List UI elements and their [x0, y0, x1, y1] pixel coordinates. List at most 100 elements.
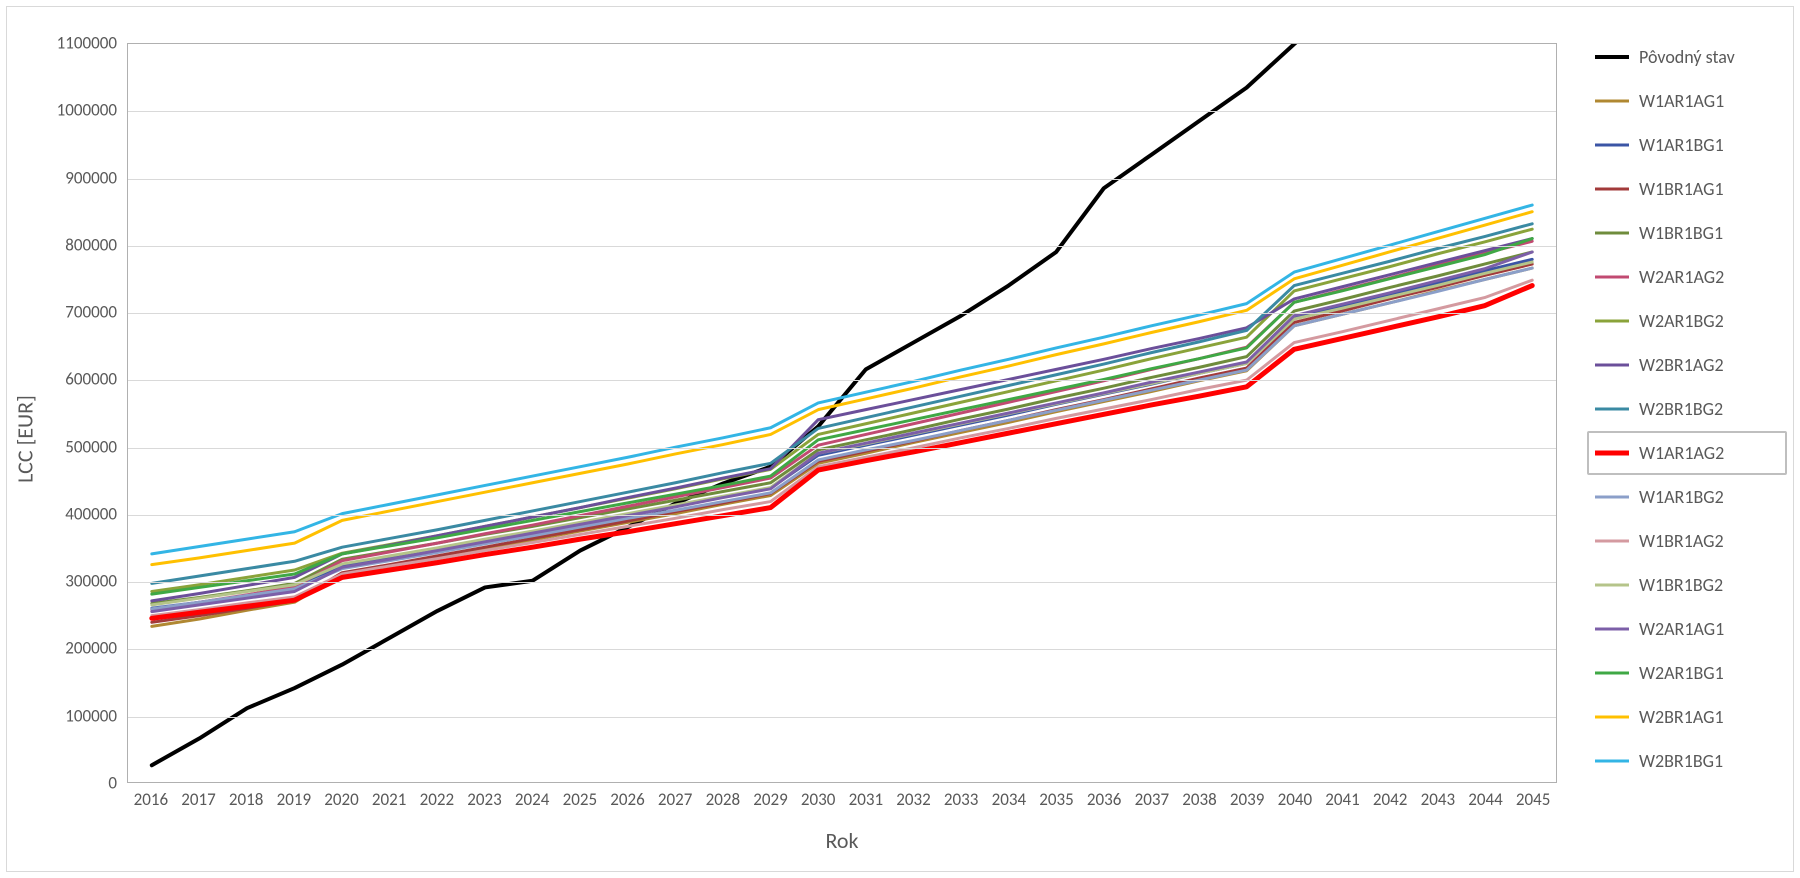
legend-item-W1BR1BG2[interactable]: W1BR1BG2 — [1587, 563, 1787, 607]
legend-item-W1BR1AG2[interactable]: W1BR1AG2 — [1587, 519, 1787, 563]
legend-label: W1BR1AG2 — [1639, 530, 1724, 552]
legend-item-W2BR1BG2[interactable]: W2BR1BG2 — [1587, 387, 1787, 431]
legend-item-povodny_stav[interactable]: Pôvodný stav — [1587, 35, 1787, 79]
x-tick-label: 2035 — [1039, 789, 1073, 810]
x-tick-label: 2017 — [181, 789, 215, 810]
legend-label: W2AR1BG2 — [1639, 310, 1724, 332]
x-tick-label: 2036 — [1087, 789, 1121, 810]
chart-lines — [128, 44, 1556, 782]
legend-swatch — [1595, 579, 1629, 591]
legend-item-W1AR1BG1[interactable]: W1AR1BG1 — [1587, 123, 1787, 167]
gridline — [128, 313, 1556, 314]
legend-item-W1AR1AG2[interactable]: W1AR1AG2 — [1587, 431, 1787, 475]
x-tick-label: 2034 — [992, 789, 1026, 810]
y-tick-label: 100000 — [17, 705, 117, 726]
gridline — [128, 649, 1556, 650]
y-tick-label: 1100000 — [17, 33, 117, 54]
legend-swatch — [1595, 95, 1629, 107]
legend-label: W2AR1AG1 — [1639, 618, 1724, 640]
x-tick-label: 2029 — [753, 789, 787, 810]
gridline — [128, 582, 1556, 583]
legend-swatch — [1595, 359, 1629, 371]
legend-item-W1AR1BG2[interactable]: W1AR1BG2 — [1587, 475, 1787, 519]
y-tick-label: 0 — [17, 773, 117, 794]
x-tick-label: 2028 — [706, 789, 740, 810]
y-tick-label: 900000 — [17, 167, 117, 188]
y-tick-label: 200000 — [17, 638, 117, 659]
legend-label: W1AR1AG1 — [1639, 90, 1724, 112]
legend-item-W2BR1BG1[interactable]: W2BR1BG1 — [1587, 739, 1787, 783]
legend-swatch — [1595, 667, 1629, 679]
x-tick-label: 2031 — [849, 789, 883, 810]
gridline — [128, 179, 1556, 180]
gridline — [128, 448, 1556, 449]
legend-swatch — [1595, 271, 1629, 283]
x-tick-label: 2018 — [229, 789, 263, 810]
legend-item-W2BR1AG2[interactable]: W2BR1AG2 — [1587, 343, 1787, 387]
x-tick-label: 2026 — [610, 789, 644, 810]
gridline — [128, 380, 1556, 381]
legend-swatch — [1595, 535, 1629, 547]
legend-swatch — [1595, 623, 1629, 635]
x-tick-label: 2020 — [324, 789, 358, 810]
legend-item-W2AR1AG1[interactable]: W2AR1AG1 — [1587, 607, 1787, 651]
y-tick-label: 300000 — [17, 571, 117, 592]
x-tick-label: 2044 — [1468, 789, 1502, 810]
y-tick-label: 700000 — [17, 302, 117, 323]
legend-label: W2BR1AG2 — [1639, 354, 1724, 376]
legend-swatch — [1595, 711, 1629, 723]
legend-item-W1BR1BG1[interactable]: W1BR1BG1 — [1587, 211, 1787, 255]
legend-label: W1BR1AG1 — [1639, 178, 1724, 200]
x-tick-label: 2043 — [1421, 789, 1455, 810]
series-line-W2AR1AG2 — [152, 241, 1532, 609]
chart-frame: LCC [EUR] Rok Pôvodný stavW1AR1AG1W1AR1B… — [6, 6, 1794, 872]
y-tick-label: 600000 — [17, 369, 117, 390]
plot-area — [127, 43, 1557, 783]
legend-swatch — [1595, 403, 1629, 415]
x-tick-label: 2032 — [896, 789, 930, 810]
gridline — [128, 717, 1556, 718]
x-tick-label: 2040 — [1278, 789, 1312, 810]
x-tick-label: 2041 — [1325, 789, 1359, 810]
legend-swatch — [1595, 183, 1629, 195]
legend-label: W1AR1AG2 — [1639, 442, 1724, 464]
legend-swatch — [1595, 227, 1629, 239]
legend-label: W2BR1AG1 — [1639, 706, 1724, 728]
x-tick-label: 2037 — [1135, 789, 1169, 810]
legend-item-W1BR1AG1[interactable]: W1BR1AG1 — [1587, 167, 1787, 211]
x-tick-label: 2045 — [1516, 789, 1550, 810]
legend-item-W2AR1AG2[interactable]: W2AR1AG2 — [1587, 255, 1787, 299]
legend-swatch — [1595, 755, 1629, 767]
x-tick-label: 2025 — [563, 789, 597, 810]
x-tick-label: 2030 — [801, 789, 835, 810]
legend: Pôvodný stav W1AR1AG1 W1AR1BG1 W1BR1AG1 W1BR… — [1587, 35, 1787, 783]
gridline — [128, 111, 1556, 112]
x-tick-label: 2021 — [372, 789, 406, 810]
legend-item-W2BR1AG1[interactable]: W2BR1AG1 — [1587, 695, 1787, 739]
legend-label: W2AR1AG2 — [1639, 266, 1724, 288]
x-tick-label: 2022 — [420, 789, 454, 810]
legend-item-W1AR1AG1[interactable]: W1AR1AG1 — [1587, 79, 1787, 123]
x-tick-label: 2039 — [1230, 789, 1264, 810]
legend-label: W2AR1BG1 — [1639, 662, 1724, 684]
legend-swatch — [1595, 447, 1629, 459]
legend-swatch — [1595, 51, 1629, 63]
series-line-W2AR1BG2 — [152, 229, 1532, 591]
y-tick-label: 800000 — [17, 234, 117, 255]
gridline — [128, 515, 1556, 516]
legend-label: W1BR1BG1 — [1639, 222, 1723, 244]
legend-item-W2AR1BG1[interactable]: W2AR1BG1 — [1587, 651, 1787, 695]
x-tick-label: 2016 — [134, 789, 168, 810]
y-tick-label: 400000 — [17, 503, 117, 524]
x-tick-label: 2027 — [658, 789, 692, 810]
legend-item-W2AR1BG2[interactable]: W2AR1BG2 — [1587, 299, 1787, 343]
legend-label: W1BR1BG2 — [1639, 574, 1723, 596]
y-tick-label: 1000000 — [17, 100, 117, 121]
legend-swatch — [1595, 139, 1629, 151]
x-tick-label: 2019 — [277, 789, 311, 810]
x-tick-label: 2033 — [944, 789, 978, 810]
x-tick-label: 2042 — [1373, 789, 1407, 810]
legend-label: W1AR1BG1 — [1639, 134, 1724, 156]
legend-label: W2BR1BG2 — [1639, 398, 1723, 420]
legend-swatch — [1595, 315, 1629, 327]
